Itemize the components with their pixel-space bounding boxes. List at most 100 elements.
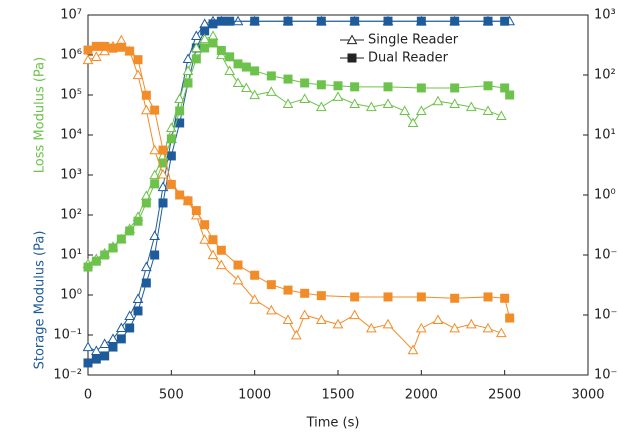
data-point bbox=[190, 30, 202, 41]
data-point bbox=[266, 280, 276, 290]
series-line bbox=[87, 42, 511, 268]
data-point bbox=[125, 226, 135, 236]
data-point bbox=[432, 95, 444, 106]
data-point bbox=[200, 43, 210, 53]
data-point bbox=[200, 26, 210, 36]
data-point bbox=[215, 259, 227, 270]
data-point bbox=[282, 98, 294, 108]
data-point bbox=[90, 51, 102, 62]
data-point bbox=[495, 110, 507, 121]
data-point bbox=[208, 38, 218, 48]
data-point bbox=[99, 338, 111, 348]
data-point bbox=[450, 293, 460, 303]
data-point bbox=[265, 86, 277, 96]
data-point bbox=[141, 278, 151, 288]
data-point bbox=[133, 306, 143, 316]
y-tick-label: 10³ bbox=[60, 168, 82, 183]
data-point bbox=[208, 19, 218, 29]
data-point bbox=[141, 90, 151, 100]
data-point bbox=[232, 77, 244, 88]
series-line bbox=[87, 35, 502, 265]
data-point bbox=[199, 33, 211, 44]
data-point bbox=[249, 89, 261, 100]
data-point bbox=[316, 291, 326, 301]
data-point bbox=[199, 18, 211, 28]
data-point bbox=[250, 66, 260, 76]
y2-tick-label: 10⁻³ bbox=[594, 368, 618, 383]
data-point bbox=[183, 196, 193, 206]
data-point bbox=[241, 62, 251, 72]
data-point bbox=[483, 16, 493, 26]
data-point bbox=[315, 314, 327, 324]
data-point bbox=[174, 93, 186, 103]
y2-tick-label: 10¹ bbox=[594, 128, 616, 143]
data-point bbox=[240, 82, 252, 93]
data-point bbox=[182, 53, 194, 63]
data-point bbox=[125, 46, 135, 56]
data-point bbox=[150, 105, 160, 115]
y-tick-label: 10⁵ bbox=[60, 88, 82, 103]
data-point bbox=[283, 16, 293, 26]
data-point bbox=[91, 256, 101, 266]
y-axis-label: Storage Modulus (Pa) bbox=[33, 231, 48, 370]
data-point bbox=[415, 105, 427, 116]
data-point bbox=[283, 74, 293, 84]
legend-marker bbox=[346, 34, 358, 45]
data-point bbox=[166, 134, 176, 144]
data-point bbox=[100, 250, 110, 260]
data-point bbox=[332, 91, 344, 101]
data-point bbox=[300, 78, 310, 88]
data-point bbox=[100, 41, 110, 51]
data-point bbox=[124, 310, 136, 321]
data-point bbox=[100, 351, 110, 361]
y-tick-label: 10⁻² bbox=[53, 368, 82, 383]
data-point bbox=[200, 220, 210, 230]
data-point bbox=[265, 304, 277, 315]
data-point bbox=[207, 249, 219, 260]
x-tick-label: 500 bbox=[159, 388, 184, 403]
data-point bbox=[133, 55, 143, 65]
data-point bbox=[316, 16, 326, 26]
data-point bbox=[415, 322, 427, 333]
data-point bbox=[450, 16, 460, 26]
data-point bbox=[407, 344, 419, 355]
data-point bbox=[182, 65, 194, 76]
data-point bbox=[349, 98, 361, 108]
data-point bbox=[91, 41, 101, 51]
data-point bbox=[183, 78, 193, 88]
data-point bbox=[449, 322, 461, 333]
data-point bbox=[125, 323, 135, 333]
data-point bbox=[158, 145, 168, 155]
data-point bbox=[140, 261, 152, 272]
data-point bbox=[500, 16, 510, 26]
data-point bbox=[115, 322, 127, 333]
data-point bbox=[500, 293, 510, 303]
x-tick-label: 1000 bbox=[238, 388, 271, 403]
x-tick-label: 1500 bbox=[321, 388, 354, 403]
data-point bbox=[383, 82, 393, 92]
data-point bbox=[82, 54, 94, 65]
data-point bbox=[315, 101, 327, 112]
data-point bbox=[225, 16, 235, 26]
data-point bbox=[383, 292, 393, 302]
data-point bbox=[233, 260, 243, 270]
data-point bbox=[233, 59, 243, 69]
data-point bbox=[216, 245, 226, 255]
x-tick-label: 0 bbox=[84, 388, 92, 403]
data-point bbox=[175, 106, 185, 116]
y-tick-label: 10⁰ bbox=[60, 288, 82, 303]
data-point bbox=[500, 83, 510, 93]
data-point bbox=[216, 16, 226, 26]
data-point bbox=[299, 93, 311, 103]
y2-tick-label: 10⁻¹ bbox=[594, 248, 618, 263]
data-point bbox=[90, 345, 102, 356]
data-point bbox=[483, 81, 493, 91]
data-point bbox=[333, 81, 343, 91]
data-point bbox=[250, 16, 260, 26]
data-point bbox=[224, 65, 236, 76]
y2-tick-label: 10³ bbox=[594, 8, 616, 23]
data-point bbox=[416, 16, 426, 26]
data-point bbox=[115, 34, 127, 45]
